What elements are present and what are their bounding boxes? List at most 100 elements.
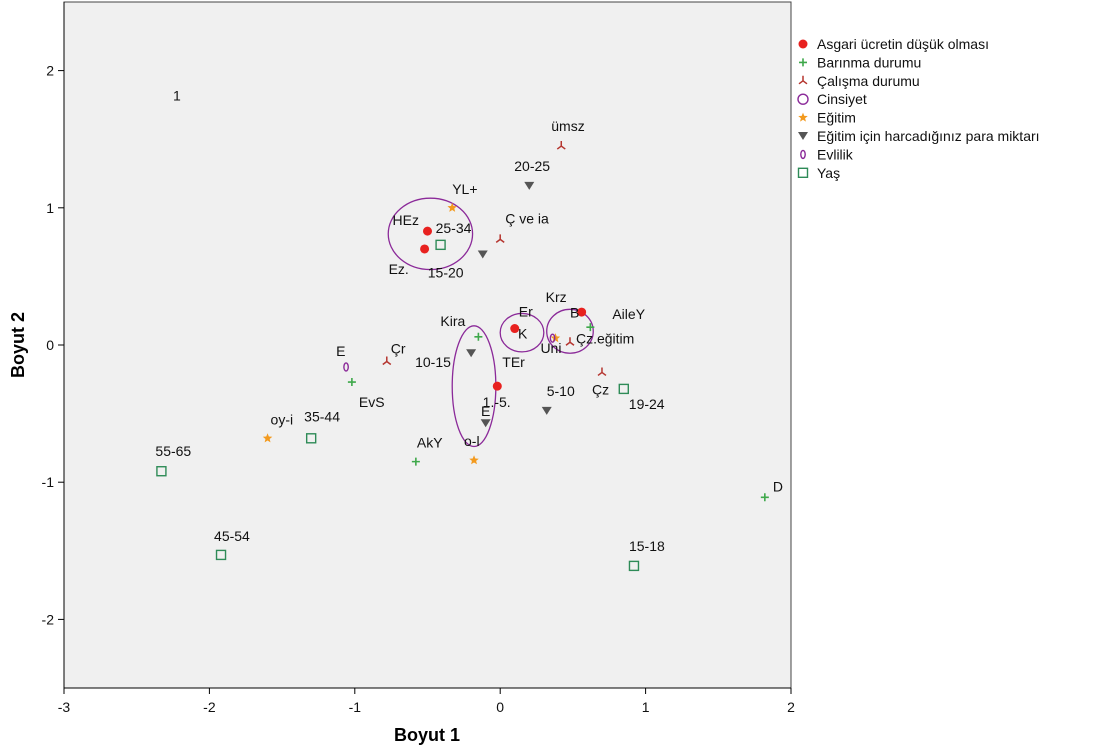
point-label-cz-egitim: Çz.eğitim [576,330,634,346]
point-egitim-uni [550,333,561,343]
point-asgari-ucretin-dusuk-olmasi-krz [577,307,587,317]
point-egitim-icin-harcadiginiz-para-miktari-5-10 [541,406,552,415]
point-label-hez: HEz [393,212,419,228]
point-label-er: Er [519,304,533,320]
point-label-yl: YL+ [452,181,477,197]
point-label-5-10: 5-10 [547,383,575,399]
legend-marker-asgari-ucretin-dusuk-olmasi [798,39,808,49]
point-label-evs: EvS [359,394,385,410]
point-label-e: E [481,403,490,419]
point-label-kira: Kira [440,313,465,329]
x-tick-label: -1 [349,699,362,715]
point-egitim-o-l [469,455,479,465]
point-label-10-15: 10-15 [415,354,451,370]
point-label-cz: Çz [592,381,609,397]
point-label-umsz: ümsz [551,118,584,134]
point-label-d: D [773,478,783,494]
point-asgari-ucretin-dusuk-olmasi-ter [492,381,502,391]
point-label-k: K [518,326,528,342]
point-label-25-34: 25-34 [436,220,472,236]
point-label-ter: TEr [502,354,525,370]
legend-label-barinma-durumu: Barınma durumu [817,54,921,70]
point-label-55-65: 55-65 [155,443,191,459]
point-label-1-5: 1.-5. [483,394,511,410]
point-yas-35-44 [305,433,317,444]
point-yas-19-24 [618,383,629,395]
point-calisma-durumu-c-ve-ia [495,234,505,243]
x-tick-label: 0 [496,699,504,715]
labels-layer: HEz Ez. Er Krz TEr EvS AkY Kira D AileY ümsz Çr Çz.e… [155,87,783,554]
point-evlilik-n1 [549,333,556,343]
point-yas-55-65 [156,466,167,477]
point-label-20-25: 20-25 [514,158,550,174]
legend-label-yas: Yaş [817,165,840,181]
point-label-ailey: AileY [612,306,645,322]
cinsiyet-ellipses [387,197,594,448]
point-calisma-durumu-umsz [556,141,566,150]
y-tick-label: 0 [46,337,54,353]
point-label-45-54: 45-54 [214,528,250,544]
point-label-cr: Çr [391,340,406,356]
point-yas-45-54 [215,549,227,561]
point-cinsiyet-k [499,312,545,353]
annotation-text: 1 [173,87,181,103]
y-tick-label: 1 [46,200,54,216]
point-label-c-ve-ia: Ç ve ia [505,210,549,226]
point-label-krz: Krz [546,289,567,305]
point-yas-25-34 [435,239,446,251]
legend-marker-egitim [798,112,808,122]
point-asgari-ucretin-dusuk-olmasi-ez [420,244,430,254]
point-label-b: B [570,304,579,320]
point-label-oy-i: oy-i [271,411,294,427]
point-yas-15-18 [628,560,640,572]
point-label-15-18: 15-18 [629,538,665,554]
legend-label-cinsiyet: Cinsiyet [817,91,867,107]
legend: Asgari ücretin düşük olması Barınma durum… [797,36,1040,181]
y-axis-title: Boyut 2 [8,312,28,378]
point-egitim-yl [447,202,457,212]
x-tick-label: -3 [58,699,71,715]
y-tick-label: -1 [42,474,55,490]
point-calisma-durumu-cr [382,356,392,366]
legend-label-calisma-durumu: Çalışma durumu [817,73,920,89]
point-barinma-durumu-aky [411,457,420,466]
point-barinma-durumu-kira [474,332,483,341]
point-evlilik-e [343,362,349,372]
legend-marker-barinma-durumu [799,58,807,67]
legend-label-egitim-icin-harcadiginiz-para-miktari: Eğitim için harcadığınız para miktarı [817,128,1040,144]
point-label-e: E [336,343,345,359]
markers-layer [156,141,769,572]
x-axis-title: Boyut 1 [394,725,460,745]
plot-area [63,1,792,689]
point-label-35-44: 35-44 [304,408,340,424]
point-label-aky: AkY [417,435,443,451]
legend-marker-yas [797,167,809,179]
point-egitim-oy-i [262,433,273,443]
point-barinma-durumu-ailey [586,323,595,332]
point-label-ez: Ez. [389,261,409,277]
x-tick-label: 1 [642,699,650,715]
legend-label-evlilik: Evlilik [817,146,854,162]
legend-marker-cinsiyet [797,93,809,105]
legend-marker-evlilik [800,149,806,160]
y-tick-label: -2 [42,611,55,627]
legend-label-egitim: Eğitim [817,110,856,126]
point-cinsiyet-b [546,308,594,354]
point-egitim-icin-harcadiginiz-para-miktari-1-5 [480,419,491,428]
point-egitim-icin-harcadiginiz-para-miktari-15-20 [477,250,488,259]
point-barinma-durumu-evs [347,378,356,387]
legend-label-asgari-ucretin-dusuk-olmasi: Asgari ücretin düşük olması [817,36,989,52]
point-label-uni: Uni [540,340,561,356]
point-label-o-l: o-l [464,433,480,449]
point-egitim-icin-harcadiginiz-para-miktari-10-15 [466,349,477,358]
point-cinsiyet-n0 [387,197,474,271]
point-egitim-icin-harcadiginiz-para-miktari-20-25 [524,181,535,190]
point-asgari-ucretin-dusuk-olmasi-er [510,324,520,334]
ticks-layer: -3 -2 -1 0 1 2 -2 -1 0 1 2 [42,63,796,715]
point-label-19-24: 19-24 [629,396,665,412]
point-calisma-durumu-cz [597,367,607,377]
point-calisma-durumu-cz-egitim [565,337,575,346]
point-asgari-ucretin-dusuk-olmasi-hez [423,226,432,236]
x-tick-label: -2 [203,699,216,715]
